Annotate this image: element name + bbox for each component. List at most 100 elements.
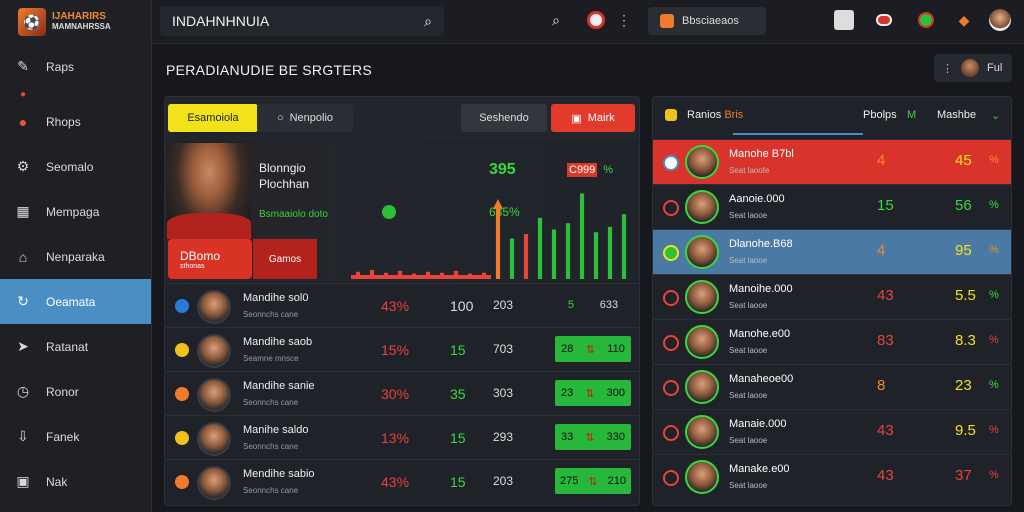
tab-seshendo[interactable]: Seshendo — [461, 104, 547, 132]
tab-nenpolio[interactable]: ○ Nenpolio — [257, 104, 353, 132]
search-input[interactable]: INDAHNHNUIA ⌕ — [160, 6, 444, 36]
stat-score-cell[interactable]: 28 ⇅ 110 — [555, 336, 631, 362]
rank-badge-icon — [663, 425, 679, 441]
column-header-m[interactable]: M — [907, 109, 917, 121]
more-icon[interactable]: ⋮ — [617, 11, 631, 28]
rankings-title-accent: Bris — [724, 109, 744, 121]
player-avatar — [685, 235, 719, 269]
player-avatar — [685, 415, 719, 449]
chevron-down-icon[interactable]: ⌄ — [991, 110, 1001, 122]
score-value: 5.5 — [955, 287, 976, 304]
search-icon[interactable]: ⌕ — [552, 11, 560, 28]
stat-score-cell[interactable]: 23 ⇅ 300 — [555, 380, 631, 406]
list-item[interactable]: Manoihe.000 Seat laooe 43 5.5% — [653, 274, 1011, 319]
logo-line1: IJAHARIRS — [52, 11, 106, 22]
sidebar-item-rhops[interactable]: ● Rhops — [0, 99, 151, 144]
sidebar-item-fanek[interactable]: ⇩ Fanek — [0, 414, 151, 459]
column-header-match[interactable]: Mashbe — [937, 109, 977, 121]
chart-bar — [355, 271, 361, 279]
sidebar-item-seomalo[interactable]: ⚙ Seomalo — [0, 144, 151, 189]
stat-main: 15 — [450, 430, 466, 446]
active-tab-underline — [733, 133, 863, 135]
sidebar-item-mempaga[interactable]: ▦ Mempaga — [0, 189, 151, 234]
chart-bar — [425, 271, 431, 279]
pct-sign: % — [989, 289, 999, 301]
notification-icon[interactable] — [584, 8, 608, 32]
list-item[interactable]: Manaheoe00 Seat laooe 8 23% — [653, 364, 1011, 409]
sidebar-item-label: Oeamata — [46, 294, 96, 309]
mail-icon[interactable] — [872, 8, 896, 32]
table-row[interactable]: Mendihe sabio Seonnchs cane 43% 15 203 275 ⇅ 21… — [165, 459, 639, 503]
tag-box: C999 — [567, 163, 598, 177]
table-row[interactable]: Mandihe sol0 Seonnchs cane 43% 100 203 5 633 — [165, 283, 639, 327]
column-header-points[interactable]: Pbolps — [863, 109, 897, 121]
player-shirt — [167, 213, 251, 239]
list-item[interactable]: Manake.e00 Seat laooe 43 37% — [653, 454, 1011, 499]
chart-bar — [523, 234, 529, 279]
score-b: 110 — [607, 343, 625, 355]
score-b: 300 — [606, 387, 625, 399]
table-row[interactable]: Mandihe saob Seamne mnsce 15% 15 703 28 ⇅ 110 — [165, 327, 639, 371]
pct-sign: % — [989, 154, 999, 166]
stat-score-cell[interactable]: 33 ⇅ 330 — [555, 424, 631, 450]
pct-sign: % — [989, 424, 999, 436]
rankings-title[interactable]: Ranios Bris — [687, 109, 743, 121]
rankings-header: Ranios Bris Pbolps M Mashbe ⌄ — [653, 97, 1011, 135]
player-sub: Seat laooe — [729, 436, 768, 445]
featured-stat-main: 395 — [489, 161, 516, 178]
sidebar: ✎ Raps ● ● Rhops ⚙ Seomalo ▦ Mempaga ⌂ N… — [0, 44, 152, 512]
sidebar-item-label: Ratanat — [46, 339, 89, 354]
player-sub: Seamne mnsce — [243, 354, 299, 363]
rank-badge-icon — [175, 431, 189, 445]
topbar-pill-button[interactable]: Bbsciaeaos — [648, 7, 766, 35]
player-name: Manaie.000 — [729, 418, 787, 430]
tab-esamoiola[interactable]: Esamoiola — [168, 104, 258, 132]
score-value: 45 — [955, 152, 972, 169]
stat-score-cell[interactable]: 275 ⇅ 210 — [555, 468, 631, 494]
logo[interactable]: ⚽ IJAHARIRS MAMNAHRSSA — [0, 0, 152, 44]
rank-value: 43 — [877, 422, 894, 439]
player-name: Dlanohe.B68 — [729, 238, 793, 250]
list-item[interactable]: Manohe.e00 Seat laooe 83 8.3% — [653, 319, 1011, 364]
stat-pct: 43% — [381, 298, 410, 314]
user-chip[interactable]: ⋮ Ful — [934, 54, 1012, 82]
list-item[interactable]: Dlanohe.B68 Seat laooe 4 95% — [653, 229, 1011, 274]
player-avatar — [197, 378, 231, 412]
player-name: Mendihe sabio — [243, 468, 315, 480]
user-icon[interactable] — [832, 8, 856, 32]
sidebar-item-raps[interactable]: ✎ Raps — [0, 44, 151, 89]
stat-secondary: 293 — [493, 430, 514, 444]
sidebar-item-ratanat[interactable]: ➤ Ratanat — [0, 324, 151, 369]
player-name: Mandihe saob — [243, 336, 313, 348]
chart-bar — [411, 273, 417, 279]
sidebar-item-label: Mempaga — [46, 204, 100, 219]
pct-sign: % — [989, 244, 999, 256]
tab-mairk[interactable]: ▣ Mairk — [551, 104, 635, 132]
sidebar-item-label: Rhops — [46, 114, 81, 129]
player-avatar — [685, 190, 719, 224]
player-name: Manake.e00 — [729, 463, 790, 475]
table-row[interactable]: Mandihe sanie Seonnchs cane 30% 35 303 23 ⇅ 300 — [165, 371, 639, 415]
list-item[interactable]: Aanoie.000 Seat laooe 15 56% — [653, 184, 1011, 229]
details-button[interactable]: DBomo sthonas — [168, 239, 252, 279]
rank-value: 43 — [877, 467, 894, 484]
rank-badge-icon — [175, 387, 189, 401]
table-row[interactable]: Manihe saldo Seonnchs cane 13% 15 293 33 ⇅ 330 — [165, 415, 639, 459]
rank-badge-icon — [663, 380, 679, 396]
pct-sign: % — [989, 199, 999, 211]
sidebar-item-nak[interactable]: ▣ Nak — [0, 459, 151, 504]
sidebar-item-ronor[interactable]: ◷ Ronor — [0, 369, 151, 414]
list-item[interactable]: Manaie.000 Seat laooe 43 9.5% — [653, 409, 1011, 454]
list-item[interactable]: Manohe B7bl Seat laoofe 4 45% — [653, 139, 1011, 184]
search-icon[interactable]: ⌕ — [424, 12, 432, 29]
tab-bar: Esamoiola ○ Nenpolio Seshendo ▣ Mairk — [165, 97, 639, 141]
games-button[interactable]: Gamos — [253, 239, 317, 279]
trend-bar-chart — [351, 193, 627, 279]
trophy-icon — [665, 109, 677, 121]
stat-score-cell[interactable]: 5 633 — [555, 292, 631, 318]
status-icon[interactable] — [914, 8, 938, 32]
avatar[interactable] — [988, 8, 1012, 32]
flag-icon[interactable]: ◆ — [958, 11, 970, 28]
sidebar-item-nenparaka[interactable]: ⌂ Nenparaka — [0, 234, 151, 279]
sidebar-item-oeamata[interactable]: ↻ Oeamata — [0, 279, 151, 324]
